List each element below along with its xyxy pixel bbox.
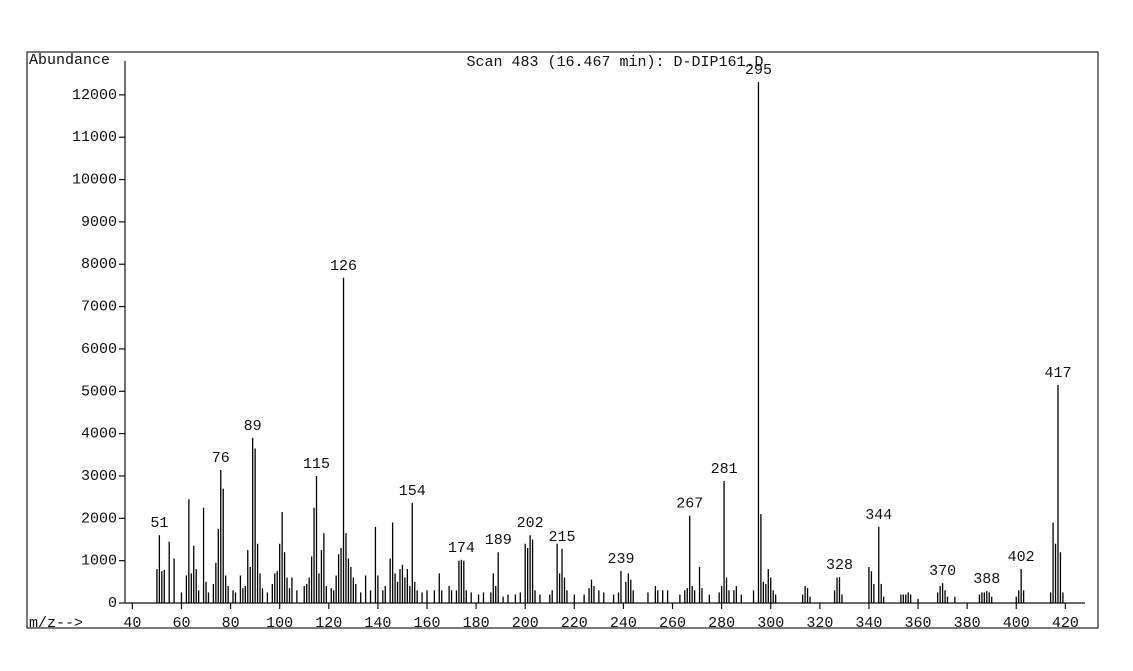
x-tick-label: 380 (954, 615, 981, 632)
peak-label: 115 (303, 456, 330, 473)
y-tick-label: 7000 (81, 299, 117, 316)
y-tick-label: 4000 (81, 426, 117, 443)
x-tick-label: 40 (123, 615, 141, 632)
x-tick-label: 420 (1052, 615, 1079, 632)
x-tick-label: 60 (172, 615, 190, 632)
peak-label: 417 (1044, 365, 1071, 382)
y-tick-label: 0 (108, 595, 117, 612)
peak-label: 370 (929, 563, 956, 580)
x-tick-label: 120 (315, 615, 342, 632)
y-tick-label: 9000 (81, 214, 117, 231)
peak-label: 154 (399, 483, 426, 500)
y-tick-label: 8000 (81, 256, 117, 273)
peak-label: 388 (973, 571, 1000, 588)
x-tick-label: 400 (1003, 615, 1030, 632)
peak-label: 174 (448, 540, 475, 557)
frame (26, 51, 1099, 629)
y-tick-label: 1000 (81, 553, 117, 570)
y-tick-label: 10000 (72, 172, 117, 189)
y-tick-label: 2000 (81, 510, 117, 527)
y-tick-label: 3000 (81, 468, 117, 485)
peak-label: 215 (549, 529, 576, 546)
x-axis-label: m/z--> (29, 615, 83, 632)
peak-label: 281 (711, 461, 738, 478)
x-tick-label: 240 (610, 615, 637, 632)
x-tick-label: 320 (806, 615, 833, 632)
y-tick-label: 12000 (72, 87, 117, 104)
peak-label: 239 (607, 551, 634, 568)
peak-label: 126 (330, 258, 357, 275)
peak-label: 51 (150, 515, 168, 532)
peak-label: 89 (244, 418, 262, 435)
peak-label: 267 (676, 496, 703, 513)
chart-title: Scan 483 (16.467 min): D-DIP161.D (466, 54, 763, 71)
x-tick-label: 340 (855, 615, 882, 632)
x-tick-label: 80 (222, 615, 240, 632)
peak-label: 328 (826, 557, 853, 574)
x-tick-label: 180 (463, 615, 490, 632)
peak-label: 402 (1008, 549, 1035, 566)
peak-label: 76 (212, 450, 230, 467)
x-tick-label: 360 (905, 615, 932, 632)
y-axis-label: Abundance (29, 52, 110, 69)
peak-label: 344 (865, 507, 892, 524)
y-tick-label: 6000 (81, 341, 117, 358)
x-tick-label: 200 (512, 615, 539, 632)
x-tick-label: 300 (757, 615, 784, 632)
y-tick-label: 11000 (72, 129, 117, 146)
x-tick-label: 140 (364, 615, 391, 632)
x-tick-label: 160 (413, 615, 440, 632)
x-tick-label: 100 (266, 615, 293, 632)
x-tick-label: 260 (659, 615, 686, 632)
peak-label: 202 (517, 515, 544, 532)
y-tick-label: 5000 (81, 383, 117, 400)
x-tick-label: 220 (561, 615, 588, 632)
x-tick-label: 280 (708, 615, 735, 632)
peak-label: 295 (745, 62, 772, 79)
peak-label: 189 (485, 532, 512, 549)
